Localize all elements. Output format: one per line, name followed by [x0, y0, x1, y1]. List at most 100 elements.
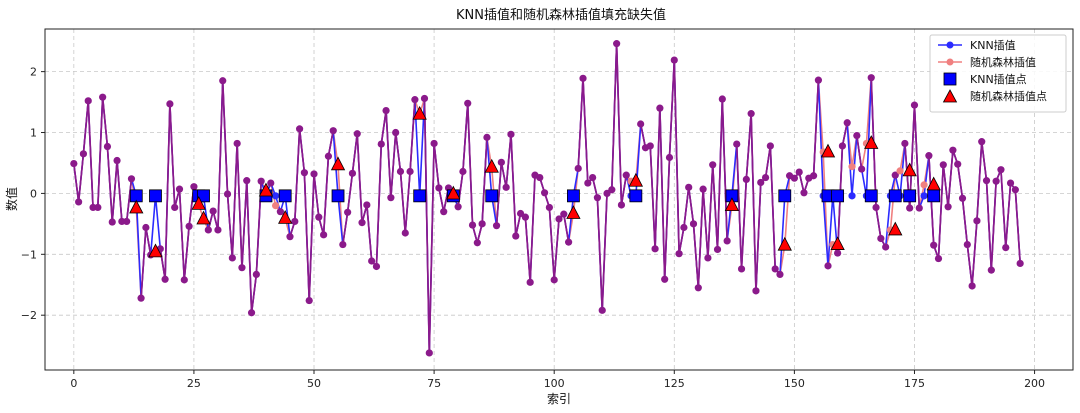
rf-imputed-point: [412, 105, 427, 120]
data-point: [814, 76, 823, 84]
overlap-segment: [1014, 188, 1022, 265]
data-point: [949, 146, 957, 154]
rf-imputed-point: [864, 135, 879, 149]
data-point: [1016, 259, 1024, 268]
plot-frame: [44, 28, 1074, 371]
overlap-segment: [87, 100, 94, 209]
data-point: [247, 309, 256, 317]
overlap-segment: [433, 142, 440, 189]
overlap-segment: [562, 213, 570, 243]
overlap-segment: [404, 170, 411, 234]
legend-entry-knn-line: KNN插值: [938, 38, 1016, 52]
data-point: [752, 287, 760, 295]
data-point: [396, 167, 405, 176]
data-point: [954, 160, 962, 168]
rf-imputed-point: [628, 172, 644, 187]
overlap-segment: [178, 188, 186, 281]
overlap-segment: [72, 162, 80, 203]
data-point: [709, 161, 717, 169]
data-point: [84, 97, 92, 105]
data-point: [757, 178, 765, 187]
data-point: [843, 119, 851, 127]
overlap-segment: [659, 107, 666, 281]
overlap-segment: [125, 177, 133, 223]
overlap-segment: [976, 140, 983, 222]
data-point: [915, 204, 923, 212]
knn-imputed-point: [197, 189, 210, 203]
data-point: [497, 158, 505, 166]
overlap-segment: [721, 98, 728, 242]
data-point: [651, 245, 659, 253]
data-point: [646, 142, 654, 150]
overlap-segment: [750, 112, 757, 292]
overlap-segment: [341, 211, 349, 246]
data-point: [459, 167, 467, 176]
data-point: [910, 101, 919, 109]
overlap-segment: [875, 206, 882, 240]
rf-imputed-point: [820, 143, 836, 158]
rf-imputed-point: [191, 196, 206, 210]
overlap-segment: [755, 181, 762, 292]
overlap-segment: [96, 96, 104, 209]
data-point: [512, 232, 520, 240]
overlap-segment: [145, 226, 152, 256]
overlap-segment: [423, 97, 431, 354]
data-point: [353, 130, 361, 138]
data-point: [545, 203, 553, 212]
data-point: [613, 40, 621, 48]
overlap-segment: [428, 142, 435, 354]
overlap-segment: [495, 161, 503, 227]
overlap-segment: [548, 206, 556, 281]
data-point: [675, 250, 683, 258]
data-point: [70, 159, 78, 168]
knn-imputed-point: [278, 189, 292, 203]
overlap-segment: [610, 42, 618, 191]
y-tick-label: 2: [30, 66, 37, 79]
overlap-segment: [577, 77, 584, 170]
data-point: [358, 219, 366, 227]
data-point: [190, 183, 198, 191]
data-point: [656, 104, 664, 112]
data-point: [392, 128, 400, 137]
overlap-segment: [855, 134, 863, 170]
data-point: [320, 231, 328, 239]
data-point: [440, 208, 448, 216]
rf-imputed-point: [926, 176, 941, 191]
overlap-segment: [1004, 182, 1012, 249]
legend-rf-point-label: 随机森林插值点: [970, 89, 1047, 103]
data-point: [906, 204, 914, 212]
overlap-segment: [385, 109, 392, 199]
rf-imputed-point: [278, 210, 293, 224]
data-point: [930, 241, 938, 249]
overlap-segment: [346, 172, 354, 214]
overlap-segment: [529, 174, 536, 284]
overlap-segment: [620, 174, 628, 206]
overlap-segment: [438, 187, 445, 213]
knn-imputed-point: [778, 189, 792, 203]
overlap-segment: [707, 163, 714, 259]
overlap-segment: [221, 79, 229, 195]
overlap-segment: [615, 42, 623, 206]
data-point: [267, 179, 275, 187]
data-point: [665, 153, 674, 162]
overlap-segment: [462, 102, 469, 173]
rf-imputed-point: [902, 162, 917, 177]
overlap-segment: [500, 161, 508, 189]
x-tick-label: 150: [784, 377, 805, 390]
overlap-segment: [956, 163, 964, 200]
data-point: [329, 127, 337, 135]
data-point: [291, 217, 299, 226]
data-point: [478, 220, 486, 228]
data-point: [75, 198, 83, 206]
data-point: [982, 177, 991, 185]
data-point: [637, 120, 645, 128]
overlap-segment: [159, 247, 166, 281]
overlap-segment: [702, 188, 709, 259]
data-point: [800, 189, 808, 197]
overlap-segment: [913, 104, 921, 209]
overlap-segment: [697, 188, 704, 289]
rf-imputed-point: [330, 156, 346, 171]
data-point: [166, 100, 174, 108]
overlap-segment: [510, 133, 517, 237]
